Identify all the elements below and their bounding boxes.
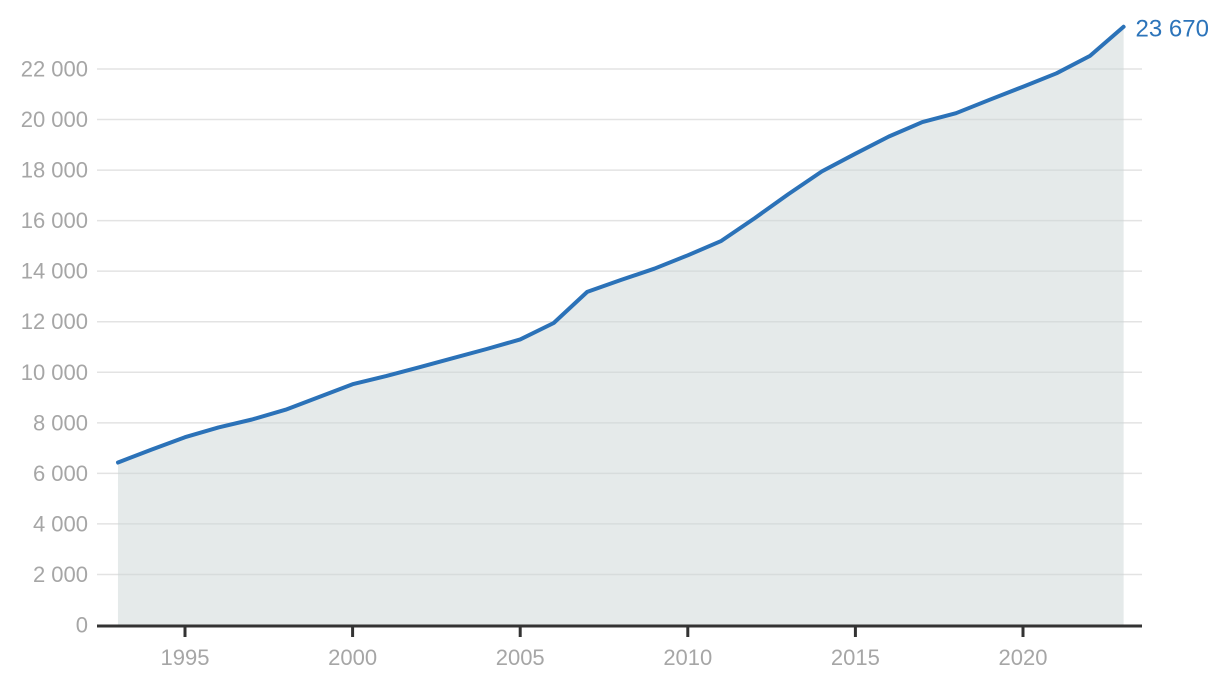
- y-tick-label: 12 000: [21, 309, 88, 334]
- y-tick-label: 22 000: [21, 57, 88, 82]
- y-tick-label: 4 000: [33, 511, 88, 536]
- y-tick-label: 18 000: [21, 158, 88, 183]
- y-tick-label: 16 000: [21, 208, 88, 233]
- y-tick-label: 0: [76, 613, 88, 638]
- x-tick-label: 2010: [663, 645, 712, 670]
- y-tick-label: 6 000: [33, 461, 88, 486]
- y-tick-label: 20 000: [21, 107, 88, 132]
- area-fill: [117, 26, 1124, 626]
- x-tick-label: 1995: [161, 645, 210, 670]
- x-tick-label: 2005: [496, 645, 545, 670]
- y-tick-label: 8 000: [33, 410, 88, 435]
- trend-line: [116, 24, 1126, 465]
- y-tick-label: 10 000: [21, 360, 88, 385]
- y-tick-label: 14 000: [21, 259, 88, 284]
- y-tick-label: 2 000: [33, 562, 88, 587]
- x-tick-label: 2020: [999, 645, 1048, 670]
- x-tick-label: 2000: [328, 645, 377, 670]
- end-value-label: 23 670: [1136, 15, 1209, 42]
- x-tick-label: 2015: [831, 645, 880, 670]
